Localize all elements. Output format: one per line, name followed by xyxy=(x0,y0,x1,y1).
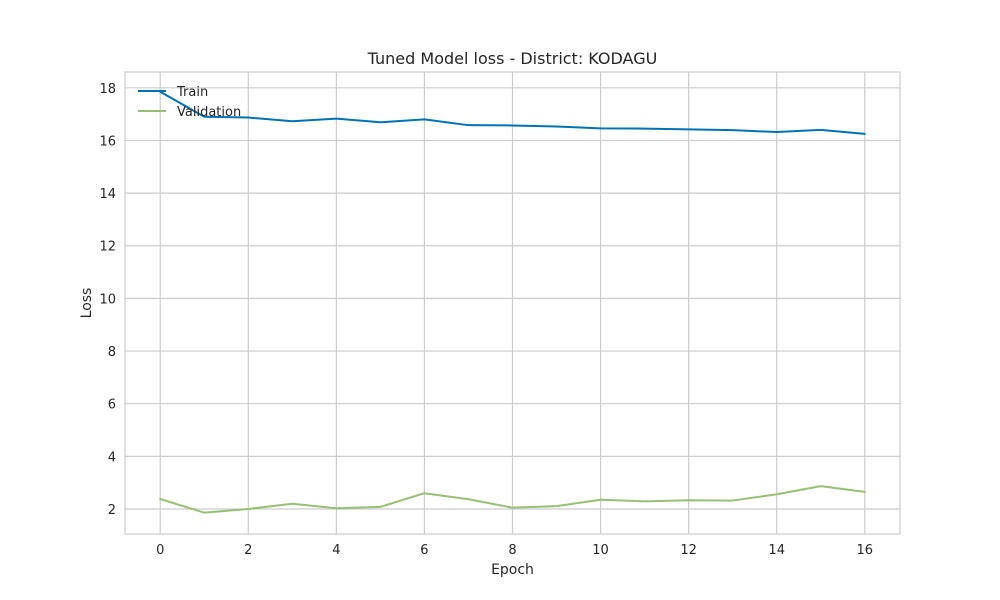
x-tick-label: 4 xyxy=(332,543,340,558)
x-tick-label: 10 xyxy=(592,543,609,558)
series-line-validation xyxy=(159,485,866,514)
legend-label-validation: Validation xyxy=(177,105,241,120)
y-tick-label: 2 xyxy=(108,503,116,518)
y-tick-label: 8 xyxy=(108,345,116,360)
x-tick-label: 6 xyxy=(420,543,428,558)
y-axis-label: Loss xyxy=(79,288,95,319)
legend: Train Validation xyxy=(138,85,241,120)
x-tick-label: 12 xyxy=(680,543,697,558)
x-tick-label: 0 xyxy=(156,543,164,558)
x-tick-label: 16 xyxy=(856,543,873,558)
chart-title: Tuned Model loss - District: KODAGU xyxy=(367,49,658,68)
legend-label-train: Train xyxy=(176,85,208,100)
series-line-train xyxy=(159,90,866,135)
plot-frame xyxy=(124,71,901,535)
grid-lines xyxy=(125,72,900,534)
y-tick-label: 18 xyxy=(99,82,116,97)
x-tick-label: 14 xyxy=(768,543,785,558)
x-tick-label: 8 xyxy=(508,543,516,558)
x-tick-label: 2 xyxy=(244,543,252,558)
y-tick-label: 12 xyxy=(99,240,116,255)
y-tick-label: 14 xyxy=(99,187,116,202)
x-axis-label: Epoch xyxy=(491,562,534,578)
y-tick-label: 4 xyxy=(108,450,116,465)
y-tick-label: 6 xyxy=(108,398,116,413)
series-lines xyxy=(159,90,866,514)
tick-labels: 0 2 4 6 8 10 12 14 16 2 4 6 8 10 12 14 16 18 xyxy=(99,82,873,558)
y-tick-label: 16 xyxy=(99,134,116,149)
y-tick-label: 10 xyxy=(99,292,116,307)
